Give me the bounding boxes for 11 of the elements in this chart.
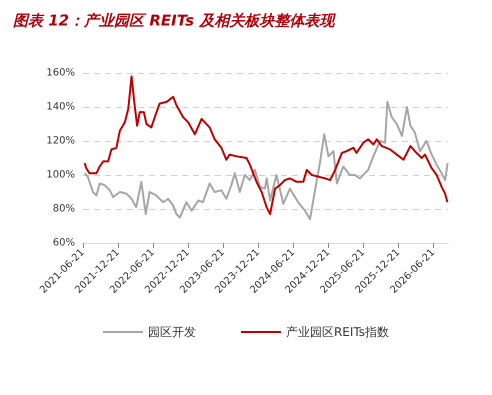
line-series <box>84 75 448 216</box>
chart-title: 图表 12：产业园区 REITs 及相关板块整体表现 <box>13 12 336 30</box>
y-tick-label: 100% <box>46 170 75 180</box>
legend-label: 产业园区REITs指数 <box>286 325 390 339</box>
y-tick-label: 140% <box>46 102 75 112</box>
y-tick-label: 80% <box>52 204 75 214</box>
legend-label: 园区开发 <box>148 325 196 339</box>
y-tick-label: 120% <box>46 136 75 146</box>
y-tick-label: 60% <box>52 238 75 248</box>
line-series <box>84 100 449 220</box>
y-tick-label: 160% <box>46 68 75 78</box>
